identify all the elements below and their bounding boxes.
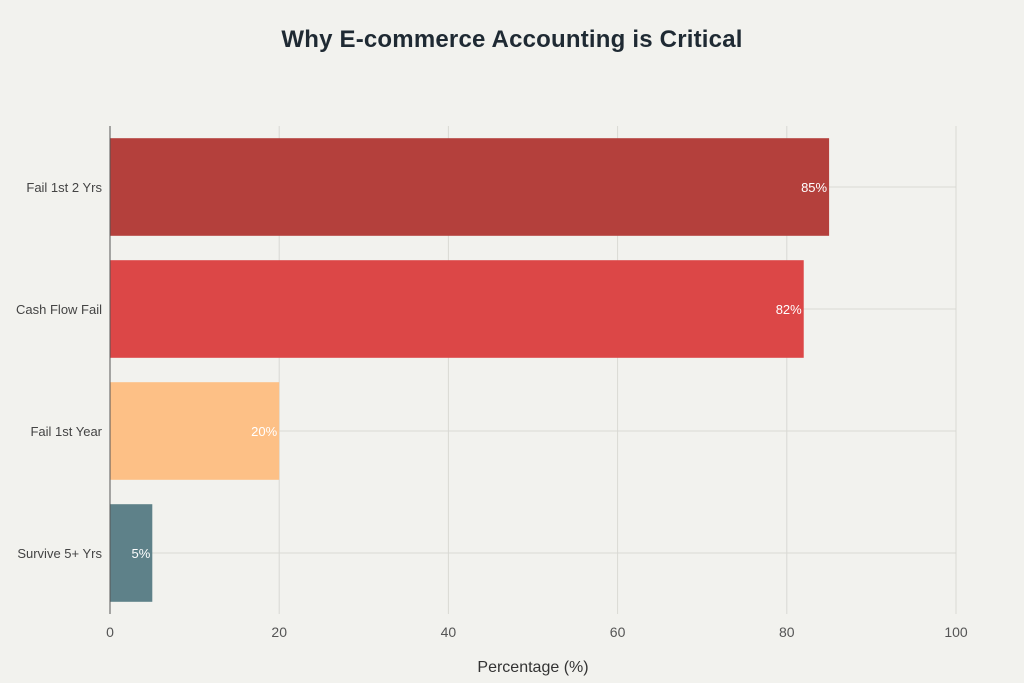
bar-data-label: 20% [251, 424, 277, 439]
x-tick-label: 40 [441, 624, 457, 640]
bar-data-label: 82% [776, 302, 802, 317]
x-axis-title: Percentage (%) [477, 659, 588, 676]
y-category-label: Fail 1st 2 Yrs [26, 180, 102, 195]
y-category-label: Fail 1st Year [30, 424, 102, 439]
y-category-label: Cash Flow Fail [16, 302, 102, 317]
bar-data-label: 85% [801, 180, 827, 195]
bar-data-label: 5% [132, 546, 151, 561]
y-category-label: Survive 5+ Yrs [17, 546, 102, 561]
bar [110, 382, 280, 480]
x-tick-label: 20 [271, 624, 287, 640]
bar [110, 260, 804, 358]
x-tick-label: 100 [944, 624, 968, 640]
x-tick-label: 60 [610, 624, 626, 640]
x-tick-label: 80 [779, 624, 795, 640]
chart-title: Why E-commerce Accounting is Critical [281, 26, 743, 53]
x-tick-label: 0 [106, 624, 114, 640]
bar [110, 504, 153, 602]
bar [110, 138, 830, 236]
